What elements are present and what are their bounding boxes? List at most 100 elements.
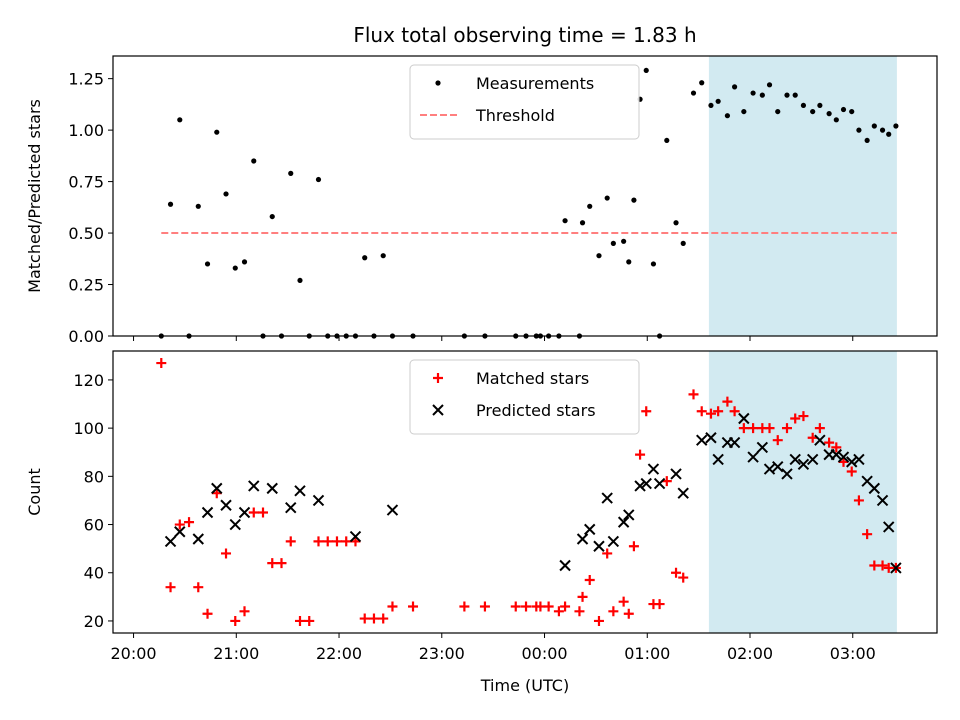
data-point: [294, 485, 306, 497]
x-tick-label: 02:00: [727, 644, 773, 663]
data-point: [577, 591, 588, 602]
data-point: [883, 521, 895, 533]
data-point: [877, 560, 888, 571]
count-panel: 20 40 60 80 100 120 20:00 21:00 22:00 23:00 00:00 0…: [25, 350, 938, 663]
data-point: [315, 176, 322, 183]
data-point: [671, 567, 682, 578]
data-point: [229, 518, 241, 531]
data-point: [810, 108, 816, 115]
data-point: [763, 463, 776, 475]
y-tick-label: 60: [84, 516, 104, 535]
y-tick-label: 80: [84, 467, 104, 486]
data-point: [593, 615, 604, 626]
data-point: [747, 451, 759, 463]
x-tick-label: 23:00: [419, 644, 465, 663]
data-point: [729, 406, 740, 417]
data-point: [601, 492, 613, 504]
data-point: [362, 255, 368, 261]
data-point: [784, 92, 790, 98]
data-point: [696, 406, 707, 417]
data-point: [621, 238, 627, 244]
data-point: [596, 253, 602, 259]
data-point: [797, 458, 810, 470]
data-point: [167, 201, 174, 207]
data-point: [634, 480, 646, 492]
data-point: [294, 615, 305, 626]
data-point: [201, 506, 214, 519]
data-point: [868, 482, 881, 495]
y-tick-label: 40: [84, 564, 104, 583]
y-tick-label: 1.25: [68, 70, 104, 89]
data-point: [781, 468, 793, 480]
data-point: [871, 123, 877, 129]
data-point: [628, 541, 639, 552]
data-point: [750, 90, 756, 96]
data-point: [510, 601, 521, 612]
data-point: [184, 517, 195, 528]
data-point: [313, 536, 324, 547]
data-point: [715, 98, 721, 104]
y-axis-label: Matched/Predicted stars: [25, 99, 44, 293]
data-point: [830, 448, 843, 461]
data-point: [248, 480, 260, 492]
data-point: [699, 80, 705, 86]
y-tick-label: 0.25: [68, 276, 104, 295]
data-point: [748, 423, 759, 434]
data-point: [232, 265, 238, 271]
data-point: [459, 601, 470, 612]
data-point: [853, 453, 865, 466]
y-tick-label: 1.00: [68, 121, 104, 140]
data-point: [826, 111, 832, 117]
x-tick-label: 00:00: [521, 644, 567, 663]
data-point: [849, 108, 855, 115]
data-point: [886, 131, 892, 137]
data-point: [766, 82, 773, 88]
data-point: [708, 102, 714, 109]
data-point: [741, 108, 747, 115]
data-point: [798, 411, 809, 422]
ratio-panel: 0.00 0.25 0.50 0.75 1.00 1.25 Matched/Predicte…: [25, 55, 938, 346]
legend-label: Predicted stars: [476, 401, 596, 420]
data-point: [653, 477, 666, 490]
data-point: [610, 240, 616, 246]
data-point: [814, 423, 825, 434]
data-point: [759, 92, 765, 98]
data-point: [837, 451, 850, 463]
data-point: [623, 509, 635, 521]
data-point: [670, 468, 682, 480]
data-point: [775, 108, 781, 115]
x-tick-label: 03:00: [830, 644, 876, 663]
data-point: [192, 533, 204, 545]
data-point: [879, 127, 886, 133]
series-matched-stars: [156, 358, 901, 626]
legend-marker: [432, 404, 444, 416]
data-point: [678, 572, 689, 583]
data-point: [607, 535, 620, 548]
data-point: [677, 487, 689, 499]
data-point: [238, 506, 251, 519]
data-point: [664, 137, 670, 144]
data-point: [174, 526, 186, 538]
data-point: [647, 463, 660, 475]
data-point: [387, 601, 398, 612]
data-point: [840, 106, 847, 113]
data-point: [831, 442, 842, 453]
x-tick-label: 22:00: [316, 644, 362, 663]
data-point: [781, 423, 792, 434]
data-point: [661, 476, 672, 487]
y-axis-label: Count: [25, 468, 44, 516]
data-point: [673, 220, 679, 226]
data-point: [626, 259, 632, 265]
data-point: [890, 562, 902, 574]
data-point: [221, 548, 232, 559]
data-point: [204, 261, 211, 267]
data-point: [386, 504, 399, 516]
data-point: [696, 434, 708, 446]
y-tick-label: 120: [73, 371, 104, 390]
x-tick-label: 21:00: [213, 644, 259, 663]
data-point: [202, 608, 213, 619]
data-point: [604, 195, 610, 201]
data-point: [838, 456, 849, 467]
data-point: [193, 582, 204, 593]
data-point: [579, 220, 586, 226]
